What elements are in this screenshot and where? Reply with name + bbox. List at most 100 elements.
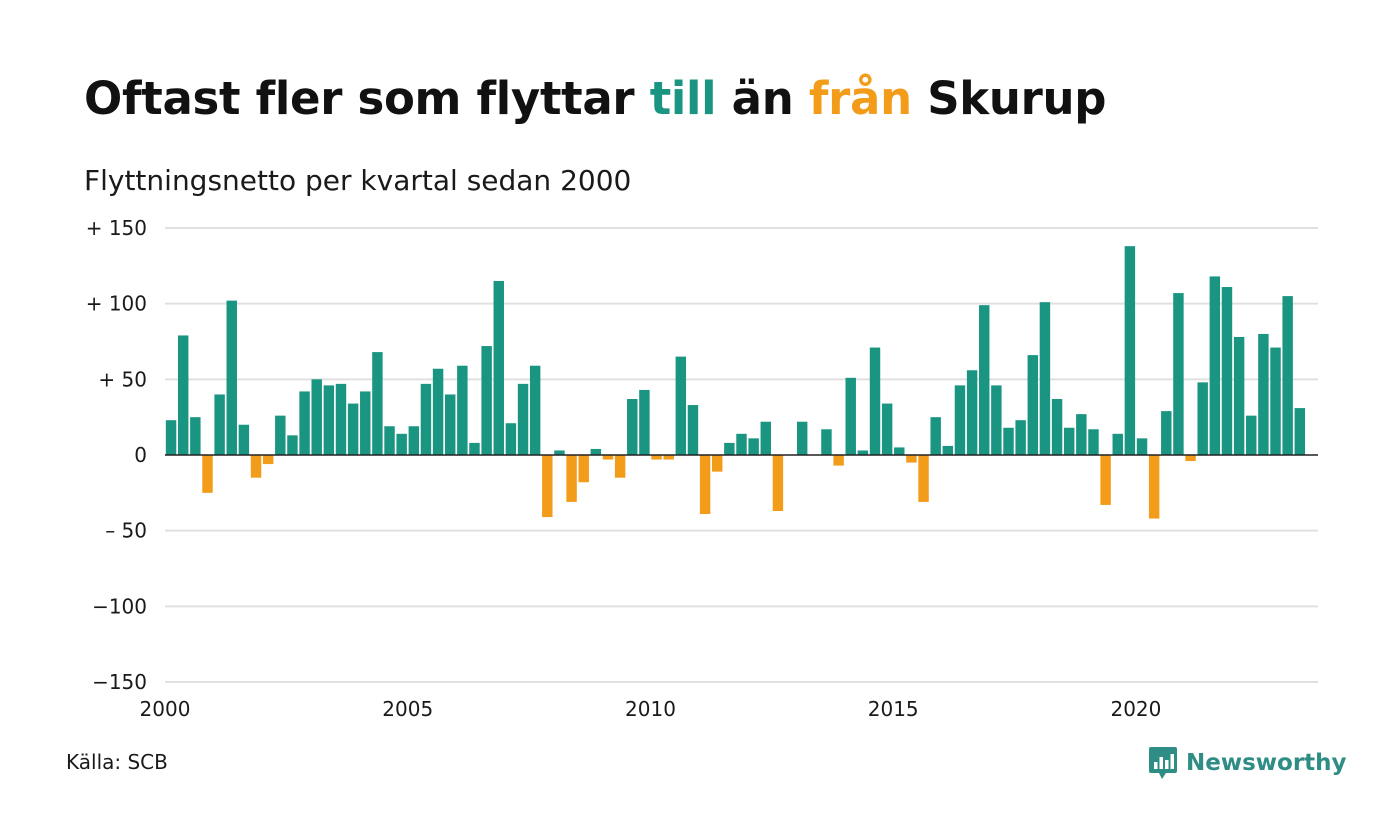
bar <box>1015 420 1026 455</box>
bar <box>396 433 407 455</box>
bar <box>542 455 553 518</box>
y-tick-label: −100 <box>92 594 147 618</box>
bar <box>675 356 687 455</box>
y-tick-label: + 150 <box>86 216 147 240</box>
bar <box>845 377 856 455</box>
bar <box>505 423 517 455</box>
bar <box>554 450 565 455</box>
bar <box>457 365 468 455</box>
bar <box>299 391 310 455</box>
bar <box>833 455 844 466</box>
bar <box>1197 382 1208 455</box>
newsworthy-logo[interactable]: Newsworthy <box>1148 744 1347 782</box>
title-part-3: än <box>716 72 809 125</box>
bar <box>469 442 480 455</box>
y-tick-label: −150 <box>92 670 147 694</box>
bar <box>979 305 990 455</box>
title-highlight-till: till <box>649 72 717 125</box>
bar <box>323 385 335 455</box>
bar <box>1282 296 1293 455</box>
bar <box>529 365 541 455</box>
bar <box>663 455 674 460</box>
bar <box>590 448 602 455</box>
bar <box>578 455 589 483</box>
bar <box>372 352 383 455</box>
bar <box>202 455 213 493</box>
bar <box>748 438 759 455</box>
bar <box>445 394 456 455</box>
bar <box>918 455 929 502</box>
bar <box>1161 411 1172 455</box>
bar <box>384 426 395 455</box>
bar <box>1185 455 1196 462</box>
newsworthy-chart-bubble-icon <box>1149 747 1177 779</box>
bar <box>1233 336 1245 455</box>
bar <box>1003 427 1014 455</box>
bar <box>408 426 420 455</box>
bar <box>796 421 808 455</box>
bar <box>1258 333 1269 455</box>
bar <box>311 379 322 455</box>
bar <box>651 455 662 460</box>
bars <box>165 246 1306 519</box>
bar <box>906 455 917 463</box>
bar <box>602 455 614 460</box>
bar <box>481 346 492 455</box>
bar <box>1124 246 1136 455</box>
bar <box>493 280 504 455</box>
bar <box>894 447 905 455</box>
y-tick-label: + 100 <box>86 292 147 316</box>
bar <box>165 420 177 455</box>
bar <box>1063 427 1075 455</box>
bar <box>614 455 626 478</box>
bar <box>214 394 225 455</box>
title-part-1: Oftast fler som flyttar <box>84 72 650 125</box>
chart-title: Oftast fler som flyttar till än från Sku… <box>84 72 1107 125</box>
bar <box>432 368 444 455</box>
title-highlight-fran: från <box>808 72 912 125</box>
bar <box>287 435 298 455</box>
bar <box>1221 287 1233 455</box>
bar <box>262 455 274 465</box>
y-tick-label: + 50 <box>98 367 147 391</box>
bar <box>724 442 735 455</box>
bar <box>1270 347 1281 455</box>
bar <box>1136 438 1148 455</box>
bar <box>360 391 371 455</box>
bar <box>966 370 978 455</box>
bar <box>930 417 941 455</box>
bar <box>1209 276 1221 455</box>
x-tick-label: 2015 <box>868 697 919 721</box>
bar <box>1039 302 1051 455</box>
x-tick-label: 2000 <box>140 697 191 721</box>
title-part-5: Skurup <box>911 72 1107 125</box>
bar <box>226 300 237 455</box>
x-tick-label: 2020 <box>1110 697 1161 721</box>
bar <box>1294 408 1306 455</box>
brand-name: Newsworthy <box>1186 750 1347 776</box>
bar <box>566 455 577 502</box>
bar <box>1100 455 1111 505</box>
bar <box>942 445 954 455</box>
bar <box>627 399 638 455</box>
bar <box>857 450 869 455</box>
bar <box>347 403 359 455</box>
bar <box>238 424 250 455</box>
bar <box>1246 415 1257 455</box>
bar <box>991 385 1002 455</box>
chart-subtitle: Flyttningsnetto per kvartal sedan 2000 <box>84 164 632 197</box>
bar <box>1173 293 1184 455</box>
bar <box>275 415 286 455</box>
bar <box>736 433 747 455</box>
bar <box>821 429 832 455</box>
bar <box>712 455 723 472</box>
grid-lines <box>165 227 1318 683</box>
bar <box>177 335 189 455</box>
bar <box>250 455 262 478</box>
bar <box>639 389 650 455</box>
bar <box>772 455 784 511</box>
source-note: Källa: SCB <box>66 750 168 774</box>
bar <box>190 417 201 455</box>
bar <box>699 455 711 515</box>
